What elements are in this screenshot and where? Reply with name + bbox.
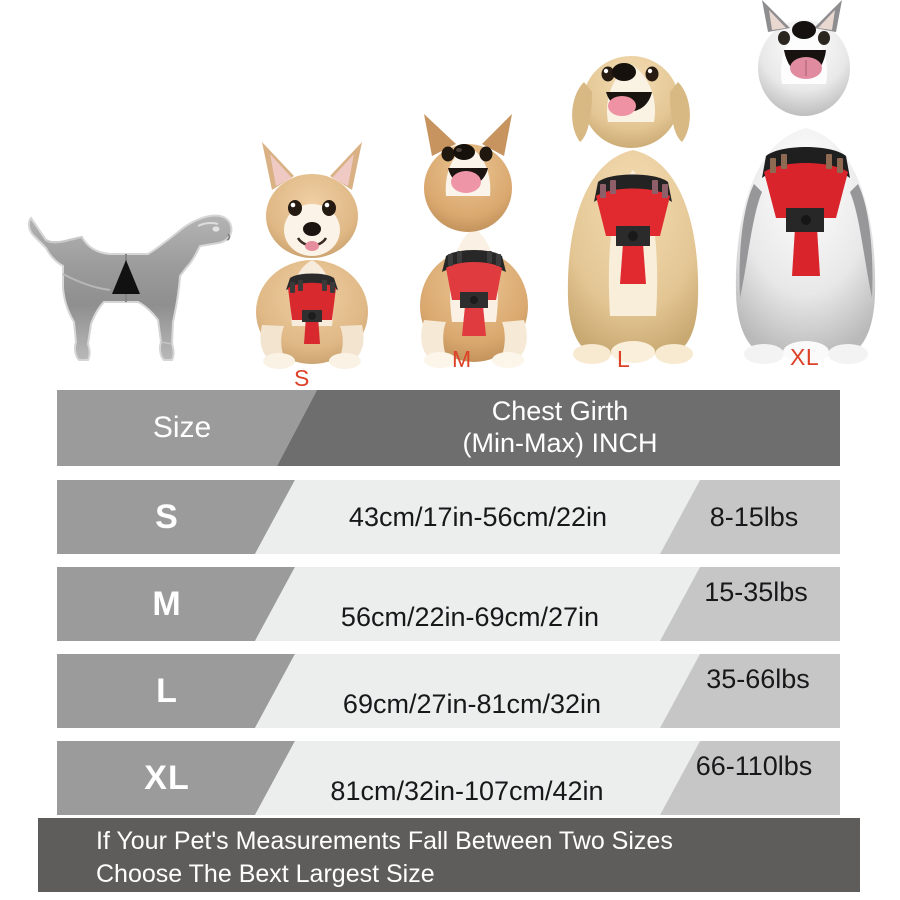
row-girth-cell-m: 56cm/22in-69cm/27in <box>275 567 665 641</box>
row-weight-cell-l: 35-66lbs <box>674 654 842 728</box>
row-weight-value: 35-66lbs <box>706 664 810 694</box>
chest-girth-arrow <box>112 260 140 294</box>
row-weight-cell-xl: 66-110lbs <box>668 741 840 815</box>
header-girth-line2: (Min-Max) INCH <box>462 428 658 458</box>
dog-photo-xl: XL <box>714 0 894 370</box>
footer-note-line1: If Your Pet's Measurements Fall Between … <box>96 827 673 855</box>
header-size-label: Size <box>152 411 212 444</box>
row-weight-cell-s: 8-15lbs <box>670 480 838 554</box>
dog-photo-m: M <box>398 108 553 372</box>
header-girth-cell: Chest Girth (Min-Max) INCH <box>330 390 790 466</box>
row-girth-cell-l: 69cm/27in-81cm/32in <box>277 654 667 728</box>
footer-note-line2: Choose The Bext Largest Size <box>96 860 435 888</box>
table-row: L 69cm/27in-81cm/32in 35-66lbs <box>0 654 900 728</box>
row-size-label: L <box>156 671 178 710</box>
table-header-row: Size Chest Girth (Min-Max) INCH <box>0 390 900 466</box>
row-weight-cell-m: 15-35lbs <box>672 567 840 641</box>
row-chest-girth-value: 56cm/22in-69cm/27in <box>340 602 600 632</box>
header-size-cell: Size <box>57 390 307 466</box>
size-tag-l: L <box>617 346 631 372</box>
row-size-cell-xl: XL <box>57 741 277 815</box>
table-row: M 56cm/22in-69cm/27in 15-35lbs <box>0 567 900 641</box>
size-tag-xl: XL <box>790 344 820 370</box>
row-chest-girth-value: 81cm/32in-107cm/42in <box>330 776 604 806</box>
table-row: XL 81cm/32in-107cm/42in 66-110lbs <box>0 741 900 815</box>
size-tag-m: M <box>452 346 472 372</box>
row-girth-cell-xl: 81cm/32in-107cm/42in <box>272 741 662 815</box>
dog-side-silhouette <box>22 196 247 376</box>
row-size-cell-s: S <box>57 480 277 554</box>
table-row: S 43cm/17in-56cm/22in 8-15lbs <box>0 480 900 554</box>
row-size-label: M <box>152 584 182 623</box>
size-tag-s: S <box>294 365 310 391</box>
size-chart-table: Size Chest Girth (Min-Max) INCH S 43cm/1… <box>0 390 900 828</box>
footer-note-bar: If Your Pet's Measurements Fall Between … <box>38 818 860 892</box>
dog-illustration-band: S <box>0 0 900 392</box>
row-size-label: S <box>155 497 179 536</box>
dog-photo-s: S <box>232 130 392 390</box>
dog-photo-l: L <box>548 30 718 372</box>
header-girth-line1: Chest Girth <box>491 396 629 427</box>
row-size-label: XL <box>144 758 190 797</box>
row-chest-girth-value: 69cm/27in-81cm/32in <box>342 689 602 719</box>
row-size-cell-m: M <box>57 567 277 641</box>
row-weight-value: 8-15lbs <box>709 501 799 532</box>
row-chest-girth-value: 43cm/17in-56cm/22in <box>348 501 608 532</box>
row-girth-cell-s: 43cm/17in-56cm/22in <box>283 480 673 554</box>
row-weight-value: 66-110lbs <box>695 751 813 781</box>
row-size-cell-l: L <box>57 654 277 728</box>
row-weight-value: 15-35lbs <box>704 577 808 607</box>
